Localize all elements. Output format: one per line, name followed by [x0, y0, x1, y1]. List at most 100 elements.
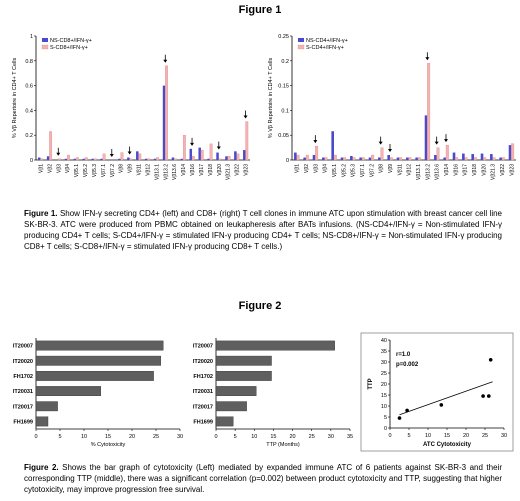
fig1-left-bar-ns: [171, 157, 175, 160]
fig1-right-bar-ns: [508, 145, 512, 160]
fig1-left-bar-s: [58, 158, 61, 161]
figure2-cytotoxicity-chart: 0 5 10 15 20 25 30 % Cytotoxicity IT20007 IT20020…: [13, 338, 183, 448]
fig1-right-x-tick-label: Vβ22: [500, 164, 506, 176]
fig2-cyto-bar: [35, 355, 162, 366]
fig2-ttp-bar: [215, 416, 234, 427]
fig2-ttp-x-tick-label: 20: [290, 434, 296, 440]
fig1-right-x-tick-label: Vβ12: [407, 164, 413, 176]
fig2-ttp-x-tick-label: 5: [234, 434, 237, 440]
fig1-left-y-tick-label: 0.8: [25, 59, 33, 65]
fig1-right-x-tick-label: Vβ13.6: [435, 164, 441, 180]
fig2-ttp-bar: [215, 371, 272, 381]
fig2-ttp-x-tick-label: 35: [347, 434, 353, 440]
fig1-right-bar-ns: [368, 157, 372, 160]
fig1-left-x-tick-label: Vβ22: [235, 164, 241, 176]
fig1-left-x-tick-label: Vβ13.2: [163, 164, 169, 180]
fig1-right-bar-ns: [452, 152, 456, 160]
fig1-right-bar-s: [511, 143, 515, 161]
fig1-right-x-tick-label: Vβ16: [453, 164, 459, 176]
fig2-ttp-bar: [215, 355, 272, 366]
fig1-right-bar-s: [464, 157, 468, 161]
fig1-left-x-tick-label: Vβ4: [65, 164, 71, 173]
fig1-left-bar-s: [93, 158, 97, 161]
figure2-caption-text: Shows the bar graph of cytotoxicity (Lef…: [24, 463, 502, 494]
fig1-left-bar-s: [156, 157, 160, 161]
fig1-right-bar-s: [352, 157, 356, 161]
fig1-right-bar-ns: [294, 152, 297, 160]
fig1-left-bar-ns: [64, 158, 68, 160]
fig1-right-bar-ns: [480, 153, 484, 160]
fig1-right-bar-ns: [322, 157, 325, 160]
fig1-left-arrow-head: [216, 146, 221, 150]
fig1-right-bar-s: [361, 157, 365, 161]
scatter-y-tick-label: 20: [381, 382, 387, 388]
fig1-left-bar-s: [227, 156, 231, 161]
fig1-left-x-tick-label: Vβ13.1: [154, 164, 160, 180]
fig1-left-x-tick-label: Vβ21.3: [226, 164, 232, 180]
fig1-right-bar-ns: [424, 115, 428, 160]
fig1-right-bar-s: [483, 157, 487, 161]
scatter-x-tick-label: 30: [501, 433, 507, 439]
fig1-right-y-tick-label: 0.2: [281, 59, 289, 65]
fig1-right-bar-s: [427, 63, 431, 161]
fig1-right-x-tick-label: Vβ21.3: [491, 164, 497, 180]
figure2-heading: Figure 2: [238, 300, 282, 312]
fig1-left-bar-ns: [180, 158, 184, 160]
fig1-right-arrow-head: [388, 149, 392, 153]
fig1-right-arrow-head: [434, 141, 439, 145]
figure2-caption-label: Figure 2.: [24, 463, 59, 472]
fig1-right-bar-s: [296, 154, 300, 161]
scatter-trend-line: [399, 381, 493, 416]
fig1-left-legend-swatch: [42, 38, 48, 42]
fig1-right-x-tick-label: Vβ17: [463, 164, 469, 176]
scatter-x-tick-label: 0: [388, 433, 391, 439]
scatter-y-tick-label: 15: [381, 393, 387, 399]
fig1-right-x-tick-label: Vβ5.3: [351, 164, 357, 177]
fig1-right-bar-ns: [406, 157, 409, 160]
figure1-heading: Figure 1: [238, 4, 282, 16]
fig1-right-bar-s: [436, 147, 440, 161]
fig1-left-x-tick-label: Vβ2: [47, 164, 53, 173]
fig1-left-bar-s: [138, 153, 142, 161]
scatter-point: [487, 394, 491, 398]
fig1-left-x-tick-label: Vβ18: [208, 164, 214, 176]
scatter-y-tick-label: 35: [381, 349, 387, 355]
fig1-left-bar-s: [218, 158, 222, 161]
fig1-left-bar-ns: [162, 85, 166, 160]
fig1-right-x-tick-label: Vβ13.1: [416, 164, 422, 180]
fig1-left-legend-label: NS-CD8+/IFN-γ+: [50, 38, 92, 44]
fig1-right-bar-ns: [499, 157, 502, 160]
fig1-right-bar-ns: [312, 155, 316, 160]
fig1-left-bar-ns: [243, 150, 246, 160]
figure2-ttp-chart: 0 5 10 15 20 25 30 35 TTP (Months) IT20007 IT20020…: [193, 338, 353, 448]
fig1-right-bar-s: [417, 157, 421, 161]
fig2-cyto-x-label: % Cytotoxicity: [91, 442, 126, 448]
fig1-left-bar-ns: [82, 158, 86, 160]
fig2-ttp-category-label: IT20031: [193, 389, 213, 395]
fig1-left-x-tick-label: Vβ5.1: [74, 164, 80, 177]
fig1-right-y-tick-label: 0.15: [278, 84, 289, 90]
fig1-left-bar-s: [102, 153, 106, 161]
fig1-left-arrow-head: [127, 151, 132, 155]
fig2-cyto-bar: [35, 371, 154, 381]
fig2-cyto-category-label: FH1699: [13, 419, 33, 425]
fig1-right-bar-s: [399, 157, 403, 161]
fig1-left-bar-ns: [216, 152, 219, 160]
fig1-right-bar-ns: [303, 157, 306, 160]
fig1-right-y-tick-label: 0.1: [281, 108, 289, 114]
figure1-left-chart: 0 0.2 0.4 0.6 0.8 1 % Vβ Repertoire in CD4+ T …: [12, 34, 250, 180]
fig2-ttp-category-label: IT20017: [193, 404, 213, 410]
fig2-cyto-x-tick-label: 0: [34, 434, 37, 440]
fig1-left-bar-s: [129, 158, 133, 161]
fig1-right-x-tick-label: Vβ11: [397, 164, 403, 176]
fig1-left-bar-s: [75, 157, 79, 161]
fig1-right-bar-s: [380, 147, 384, 161]
fig2-cyto-bar: [35, 340, 164, 351]
fig1-left-x-tick-label: Vβ7.2: [110, 164, 116, 177]
fig1-left-bar-ns: [198, 147, 201, 160]
fig1-right-bar-s: [371, 154, 375, 161]
fig1-right-y-label: % Vβ Repertoire in CD4+ T Cells: [268, 58, 274, 139]
fig1-right-x-tick-label: Vβ7.2: [369, 164, 375, 177]
fig1-right-legend-label: NS-CD4+/IFN-γ+: [306, 38, 348, 44]
fig1-left-arrow-head: [190, 142, 195, 146]
